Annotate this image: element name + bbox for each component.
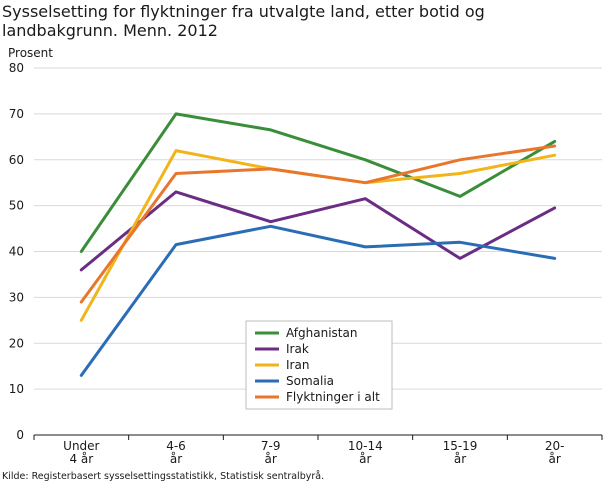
source-note: Kilde: Registerbasert sysselsettingsstat… bbox=[2, 471, 325, 482]
y-tick-label: 0 bbox=[16, 428, 24, 442]
series-lines bbox=[79, 112, 557, 377]
y-tick-label: 80 bbox=[9, 61, 24, 75]
legend-label: Iran bbox=[286, 358, 309, 372]
x-tick-label: år bbox=[265, 452, 277, 466]
legend-label: Flyktninger i alt bbox=[286, 390, 380, 404]
x-tick-label: år bbox=[170, 452, 182, 466]
x-tick-label: år bbox=[359, 452, 371, 466]
series-line-flyktninger-i-alt bbox=[79, 144, 557, 304]
legend-label: Somalia bbox=[286, 374, 334, 388]
y-tick-labels: 0 10 20 30 40 50 60 70 80 bbox=[9, 61, 24, 442]
x-tick-label: 4-6 bbox=[166, 439, 186, 453]
y-tick-label: 40 bbox=[9, 245, 24, 259]
legend-label: Irak bbox=[286, 342, 309, 356]
y-tick-label: 20 bbox=[9, 336, 24, 350]
grid-lines bbox=[33, 67, 603, 440]
y-tick-label: 10 bbox=[9, 382, 24, 396]
x-tick-label: 20- bbox=[545, 439, 565, 453]
y-tick-label: 30 bbox=[9, 290, 24, 304]
chart-title: Sysselsetting for flyktninger fra utvalg… bbox=[2, 2, 485, 40]
y-axis-label: Prosent bbox=[8, 46, 53, 60]
x-tick-label: 15-19 bbox=[443, 439, 478, 453]
series-line-afghanistan bbox=[79, 112, 557, 253]
y-tick-label: 70 bbox=[9, 107, 24, 121]
x-tick-label: 7-9 bbox=[261, 439, 281, 453]
legend: Afghanistan Irak Iran Somalia Flyktninger i … bbox=[245, 320, 393, 410]
series-line-irak bbox=[79, 190, 557, 272]
x-tick-label: år bbox=[549, 452, 561, 466]
x-tick-label: 10-14 bbox=[348, 439, 383, 453]
x-tick-label: år bbox=[454, 452, 466, 466]
series-line-somalia bbox=[79, 224, 557, 377]
legend-label: Afghanistan bbox=[286, 326, 357, 340]
x-tick-label: 4 år bbox=[69, 452, 93, 466]
y-tick-label: 60 bbox=[9, 153, 24, 167]
y-tick-label: 50 bbox=[9, 199, 24, 213]
x-tick-label: Under bbox=[63, 439, 99, 453]
